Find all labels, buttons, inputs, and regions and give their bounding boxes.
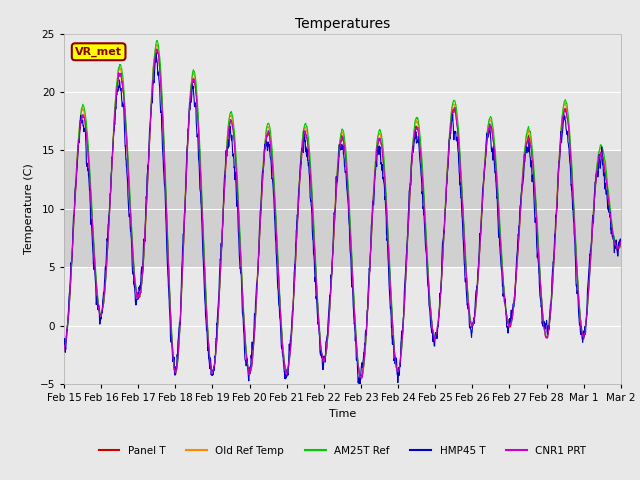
Bar bbox=[64, 150, 621, 267]
Title: Temperatures: Temperatures bbox=[295, 17, 390, 31]
Legend: Panel T, Old Ref Temp, AM25T Ref, HMP45 T, CNR1 PRT: Panel T, Old Ref Temp, AM25T Ref, HMP45 … bbox=[94, 442, 590, 460]
Y-axis label: Temperature (C): Temperature (C) bbox=[24, 163, 34, 254]
Text: VR_met: VR_met bbox=[75, 47, 122, 57]
X-axis label: Time: Time bbox=[329, 408, 356, 419]
